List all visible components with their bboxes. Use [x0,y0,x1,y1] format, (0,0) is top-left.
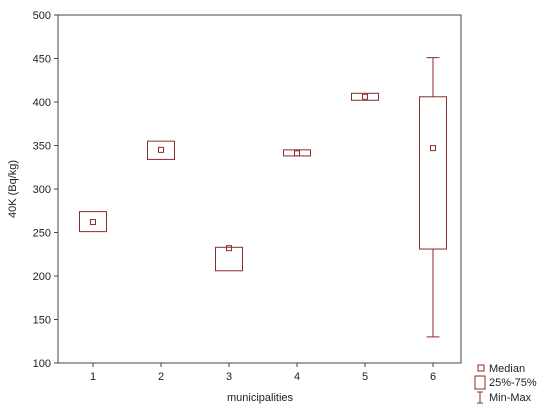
y-tick-label: 150 [33,315,51,327]
x-tick-label: 2 [158,371,164,383]
iqr-box [79,211,107,233]
x-axis: 1 2 3 4 5 6 [90,363,436,383]
x-axis-title: municipalities [227,392,294,404]
x-tick-label: 4 [294,371,300,383]
y-tick-label: 200 [33,271,51,283]
x-tick-label: 1 [90,371,96,383]
box-group-5 [351,92,379,101]
y-tick-label: 300 [33,184,51,196]
x-tick-label: 3 [226,371,232,383]
whisker-icon [477,391,483,404]
plot-frame [57,14,462,364]
legend-item-iqr: 25%-75% [474,375,537,390]
legend-label-median: Median [489,363,525,375]
iqr-box [419,96,447,250]
box-group-3 [215,245,243,272]
legend-label-minmax: Min-Max [489,392,532,404]
box-group-1 [79,211,107,233]
iqr-box [147,140,175,160]
median-marker [362,93,368,100]
y-tick-label: 450 [33,54,51,66]
x-tick-label: 6 [430,371,436,383]
median-marker [430,145,436,152]
median-marker [158,146,164,153]
y-tick-label: 250 [33,228,51,240]
y-tick-label: 350 [33,141,51,153]
median-marker [90,219,96,226]
y-tick-label: 500 [33,10,51,22]
iqr-box [351,92,379,101]
box-group-4 [283,149,311,157]
y-axis-title: 40K (Bq/kg) [7,160,19,218]
y-tick-label: 100 [33,358,51,370]
legend-label-iqr: 25%-75% [489,377,537,389]
legend-item-minmax: Min-Max [477,391,532,404]
x-tick-label: 5 [362,371,368,383]
box-group-6 [419,57,447,338]
median-marker [294,150,300,157]
iqr-box [215,246,243,272]
legend: Median 25%-75% Min-Max [474,363,537,404]
median-marker [226,245,232,252]
box-series [79,57,447,338]
y-tick-label: 400 [33,97,51,109]
box-icon [474,375,486,390]
box-group-2 [147,140,175,160]
median-marker-icon [477,364,485,372]
y-axis: 100 150 200 250 300 350 400 450 500 [33,10,58,370]
legend-item-median: Median [477,363,525,375]
